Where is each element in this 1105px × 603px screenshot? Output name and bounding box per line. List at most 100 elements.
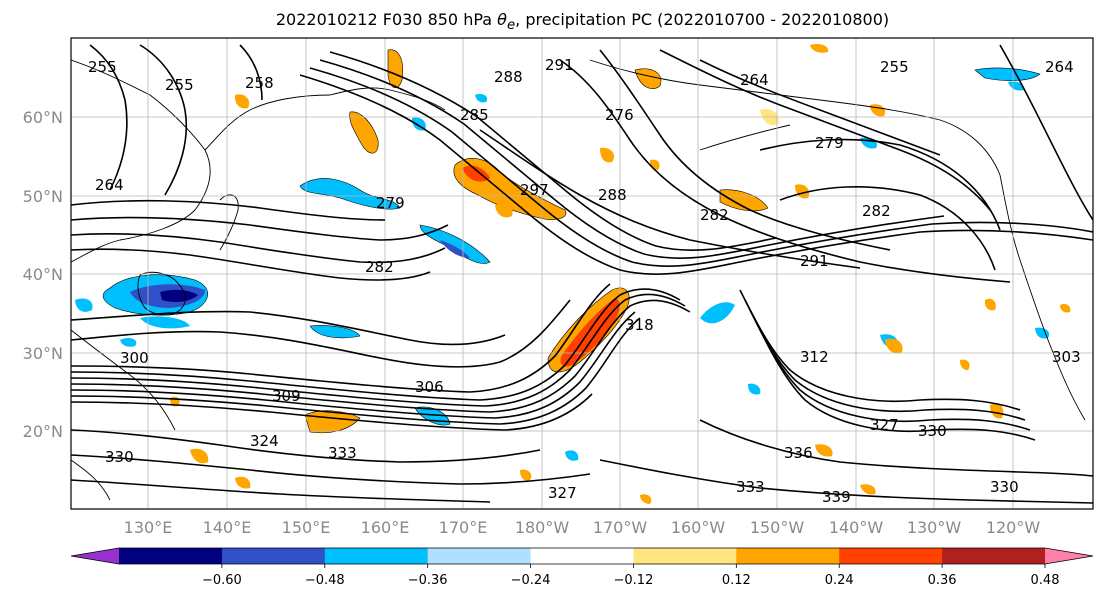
contour-label: 276 [605, 106, 634, 124]
longitude-axis: 130°E 140°E 150°E 160°E 170°E 180°W 170°… [124, 518, 1041, 537]
contour-label: 330 [105, 448, 134, 466]
lon-tick-label: 120°W [986, 518, 1041, 537]
contour-label: 258 [245, 74, 274, 92]
colorbar-tick-label: 0.24 [825, 573, 854, 588]
contour-label: 336 [784, 444, 813, 462]
lon-tick-label: 130°W [907, 518, 962, 537]
colorbar-tick-label: −0.24 [511, 573, 551, 588]
shade-negative [309, 325, 361, 339]
colorbar-segment [736, 548, 840, 564]
contour-label: 318 [625, 316, 654, 334]
colorbar-segment [221, 548, 326, 564]
contour-label: 264 [740, 71, 769, 89]
contour-label: 288 [598, 186, 627, 204]
colorbar-segment [530, 548, 634, 564]
contour-label: 327 [870, 416, 899, 434]
contour-label: 255 [88, 58, 117, 76]
shade-positive [719, 189, 769, 212]
lon-tick-label: 150°W [750, 518, 805, 537]
shade-positive [960, 359, 970, 370]
shade-negative [299, 178, 401, 210]
colorbar: −0.60 −0.48 −0.36 −0.24 −0.12 0.12 0.24 0.36 0.4… [70, 547, 1094, 588]
shade-positive [990, 403, 1004, 419]
shade-positive [600, 147, 615, 163]
shade-positive-strong [560, 298, 620, 367]
shade-positive [235, 476, 251, 489]
coastline-asia [71, 59, 211, 263]
shade-positive [860, 484, 876, 495]
contour-labels: 255 255 258 264 288 291 264 255 264 285 … [88, 56, 1081, 506]
colorbar-segment [119, 548, 223, 564]
coastline-philippines [71, 459, 111, 501]
contour-label: 282 [365, 258, 394, 276]
lon-tick-label: 170°W [593, 518, 648, 537]
theta-e-contours [71, 44, 1093, 504]
colorbar-tick-label: −0.36 [408, 573, 448, 588]
colorbar-segment [942, 548, 1046, 564]
colorbar-tick-label: −0.48 [305, 573, 345, 588]
colorbar-tick-label: −0.12 [614, 573, 654, 588]
coastline-alaska [589, 59, 1001, 176]
contour-label: 285 [460, 106, 489, 124]
coastline-japan [137, 271, 186, 316]
shade-negative [974, 67, 1041, 81]
shade-negative [565, 450, 579, 461]
shade-positive-strong [462, 165, 490, 182]
shade-negative [419, 224, 491, 264]
contour-label: 312 [800, 348, 829, 366]
precipitation-pc-shading [75, 43, 1071, 504]
shade-negative [75, 298, 93, 312]
lon-tick-label: 150°E [282, 518, 331, 537]
shade-positive [234, 94, 250, 109]
contour-label: 339 [822, 488, 851, 506]
colorbar-tick-label: 0.36 [928, 573, 957, 588]
contour-label: 333 [328, 444, 357, 462]
shade-positive [349, 111, 379, 154]
contour-label: 282 [700, 206, 729, 224]
colorbar-segment [324, 548, 429, 564]
lon-tick-label: 140°E [203, 518, 252, 537]
contour-label: 330 [918, 422, 947, 440]
contour-label: 297 [520, 181, 549, 199]
shade-negative [1035, 327, 1050, 339]
lat-tick-label: 50°N [23, 187, 63, 206]
contour-label: 327 [548, 484, 577, 502]
lon-tick-label: 130°E [124, 518, 173, 537]
lon-tick-label: 140°W [829, 518, 884, 537]
contour-label: 282 [862, 202, 891, 220]
coastline-sakhalin [219, 194, 239, 251]
shade-positive [984, 298, 996, 311]
lat-tick-label: 30°N [23, 344, 63, 363]
lon-tick-label: 160°E [361, 518, 410, 537]
colorbar-segment [633, 548, 737, 564]
contour-label: 279 [815, 134, 844, 152]
shade-negative-extreme [160, 289, 198, 303]
shade-positive [640, 494, 652, 504]
shade-negative [140, 316, 190, 329]
latitude-axis: 60°N 50°N 40°N 30°N 20°N [23, 108, 63, 441]
shade-negative [748, 383, 761, 395]
coastline-china [71, 329, 176, 431]
shade-positive [495, 203, 513, 218]
colorbar-tick-label: −0.60 [202, 573, 242, 588]
contour-label: 303 [1052, 348, 1081, 366]
colorbar-extend-low [71, 548, 119, 564]
contour-label: 279 [376, 194, 405, 212]
colorbar-segment [839, 548, 943, 564]
colorbar-segment [427, 548, 532, 564]
map-frame [70, 37, 1094, 510]
lon-tick-label: 160°W [671, 518, 726, 537]
coastline-siberia [204, 87, 446, 151]
shade-positive [885, 338, 903, 354]
lat-tick-label: 60°N [23, 108, 63, 127]
contour-label: 264 [95, 176, 124, 194]
shade-negative [120, 337, 137, 347]
contour-label: 264 [1045, 58, 1074, 76]
contour-label: 300 [120, 349, 149, 367]
shade-positive [810, 43, 829, 53]
chart-title: 2022010212 F030 850 hPa θe, precipitatio… [275, 10, 890, 34]
shade-negative [475, 93, 488, 103]
lat-tick-label: 20°N [23, 422, 63, 441]
contour-label: 330 [990, 478, 1019, 496]
